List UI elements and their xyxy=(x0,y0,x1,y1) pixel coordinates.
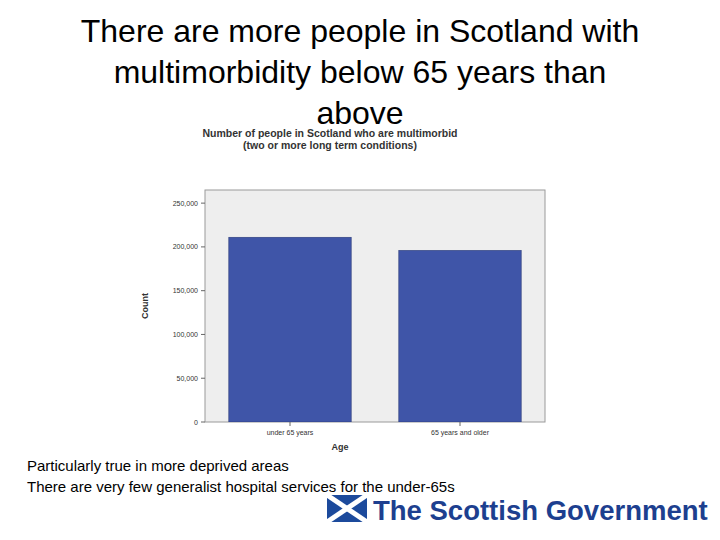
x-tick xyxy=(460,422,461,426)
y-tick xyxy=(201,246,205,247)
slide-title: There are more people in Scotland with xyxy=(81,13,640,49)
x-tick-label: 65 years and older xyxy=(431,429,490,437)
slide-title: multimorbidity below 65 years than xyxy=(114,54,607,90)
y-tick-label: 250,000 xyxy=(173,200,198,207)
flag-field xyxy=(327,495,367,522)
note: Particularly true in more deprived areas xyxy=(27,457,289,474)
y-axis-label: Count xyxy=(140,293,150,319)
slide: There are more people in Scotland with mu… xyxy=(0,0,720,540)
y-tick xyxy=(201,422,205,423)
y-tick xyxy=(201,203,205,204)
bar xyxy=(229,237,351,422)
y-tick-label: 200,000 xyxy=(173,243,198,250)
plot-area xyxy=(205,190,545,422)
flag-cross xyxy=(327,495,367,522)
x-tick xyxy=(290,422,291,426)
chart-title: Number of people in Scotland who are mul… xyxy=(203,127,458,139)
logo-text: The Scottish Government xyxy=(373,495,708,526)
flag xyxy=(327,495,367,522)
bars xyxy=(229,237,521,422)
slide-title: above xyxy=(316,95,403,131)
bar xyxy=(399,250,521,422)
y-tick-label: 0 xyxy=(194,419,198,426)
chart-subtitle: (two or more long term conditions) xyxy=(243,139,417,151)
note: There are very few generalist hospital s… xyxy=(27,478,455,495)
y-tick xyxy=(201,378,205,379)
y-tick-label: 50,000 xyxy=(177,375,199,382)
x-axis-label: Age xyxy=(331,442,348,452)
y-tick xyxy=(201,290,205,291)
x-tick-label: under 65 years xyxy=(267,429,314,437)
y-tick-label: 100,000 xyxy=(173,331,198,338)
y-tick xyxy=(201,334,205,335)
y-tick-label: 150,000 xyxy=(173,287,198,294)
flag-cross xyxy=(327,495,367,522)
